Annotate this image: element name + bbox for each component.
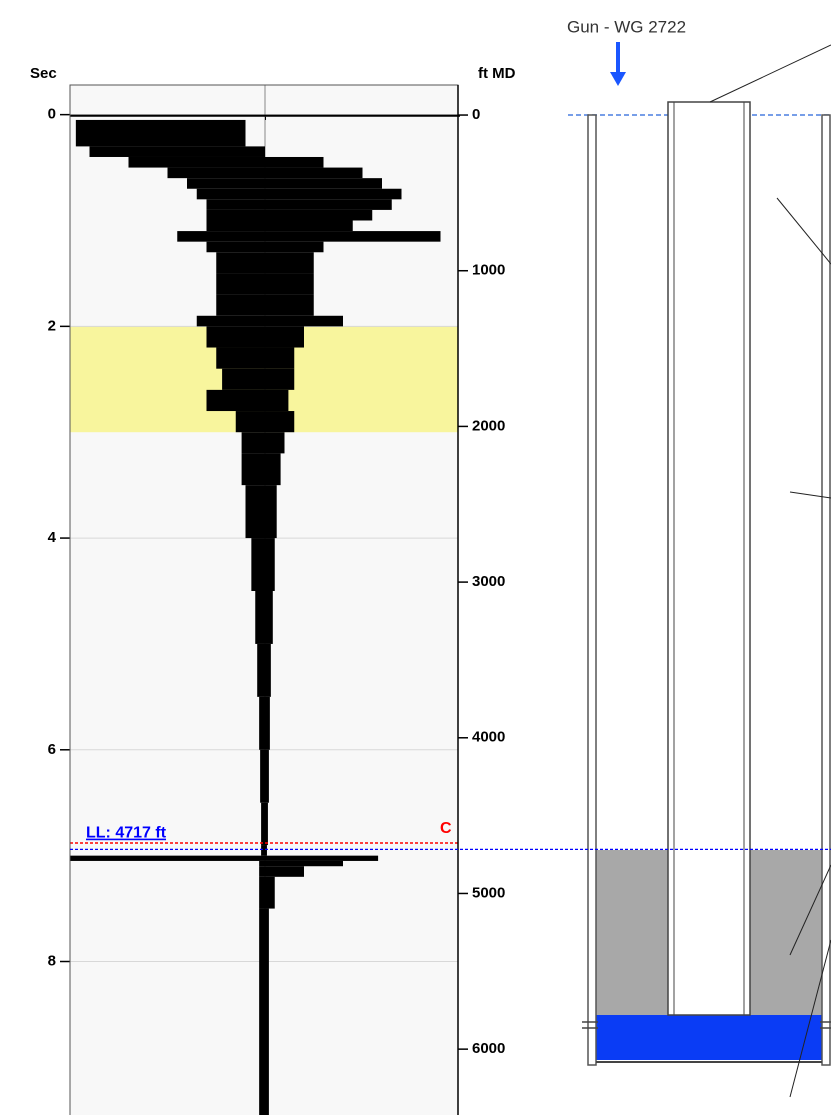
trace-segment [206, 209, 373, 221]
perforation-marks [582, 1021, 831, 1029]
trace-segment [167, 167, 363, 179]
trace-segment [216, 294, 314, 316]
trace-segment [255, 591, 273, 644]
trace-segment [259, 860, 343, 867]
y2-tick-label: 1000 [472, 262, 505, 279]
trace-segment [216, 252, 314, 274]
trace-segment [259, 866, 304, 877]
trace-segment [251, 538, 275, 592]
casing-left [587, 114, 597, 1066]
trace-segment [206, 199, 392, 210]
trace-segment [259, 908, 269, 1115]
trace-segment [241, 453, 281, 486]
y2-tick-label: 0 [472, 106, 480, 123]
trace-segment [89, 146, 265, 157]
y2-tick-label: 4000 [472, 729, 505, 746]
trace-segment [265, 116, 266, 120]
y2-tick-label: 3000 [472, 573, 505, 590]
y-tick-label: 6 [48, 741, 56, 758]
trace-segment [259, 696, 270, 750]
y2-tick-label: 2000 [472, 417, 505, 434]
y-tick-label: 4 [48, 529, 57, 546]
collar-marker-label: C [440, 820, 452, 837]
bottom-fluid [596, 1015, 822, 1060]
trace-segment [128, 156, 324, 168]
casing-right [821, 114, 831, 1066]
trace-segment [206, 326, 304, 348]
liquid-level-label: LL: 4717 ft [86, 825, 167, 842]
trace-segment [261, 845, 267, 856]
trace-segment [196, 188, 402, 200]
trace-segment [245, 485, 277, 539]
trace-segment [177, 231, 441, 242]
trace-segment [206, 389, 289, 412]
trace-segment [75, 119, 246, 147]
trace-segment [187, 178, 382, 189]
trace-chart: 0 2 4 6 8 0 1000 2000 3000 4000 5000 6000 C LL: 4717 … [48, 85, 505, 1115]
trace-segment [241, 432, 285, 454]
trace-segment [235, 411, 295, 433]
y-tick-label: 2 [48, 317, 56, 334]
gun-arrow-head [610, 72, 626, 86]
y2-tick-label: 5000 [472, 884, 505, 901]
trace-segment [70, 855, 379, 861]
trace-segment [206, 241, 324, 253]
trace-segment [206, 220, 353, 232]
well-diagram: Gun - WG 2722 [567, 17, 831, 1098]
y-tick-label: 8 [48, 952, 56, 969]
tubing [667, 101, 751, 1016]
trace-segment [259, 876, 275, 909]
trace-segment [222, 368, 295, 390]
trace-segment [216, 347, 295, 369]
y2-tick-label: 6000 [472, 1040, 505, 1057]
leader-lines [709, 44, 831, 1098]
y-axis-title: Sec [30, 65, 57, 82]
trace-segment [260, 749, 269, 803]
trace-segment [216, 273, 314, 295]
trace-segment [196, 315, 343, 327]
y2-axis-title: ft MD [478, 65, 516, 82]
trace-segment [257, 643, 271, 697]
gun-label: Gun - WG 2722 [567, 17, 686, 36]
y-tick-label: 0 [48, 106, 56, 123]
trace-segment [70, 114, 460, 117]
trace-segment [261, 802, 268, 846]
